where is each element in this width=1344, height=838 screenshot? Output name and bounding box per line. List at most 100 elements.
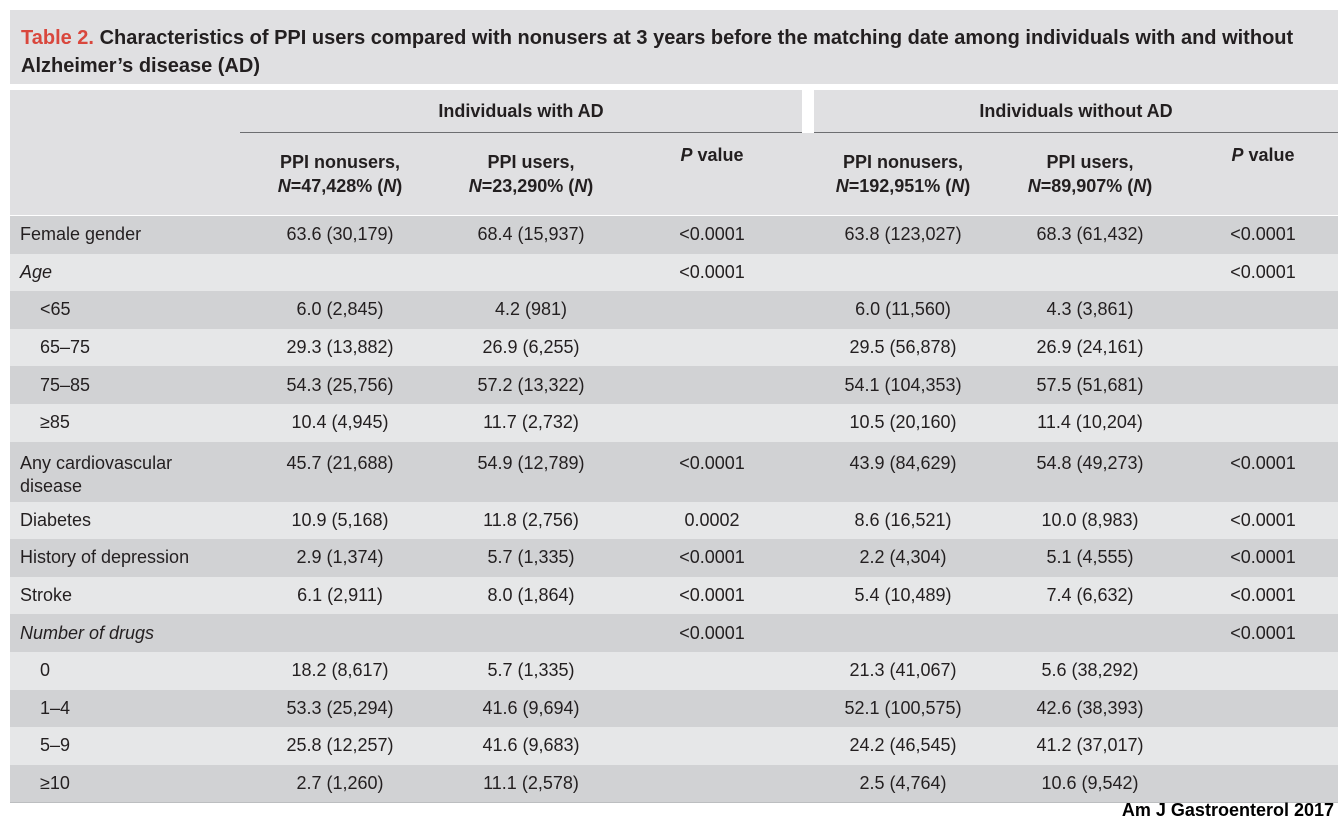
table-cell: 8.0 (1,864) xyxy=(440,576,622,615)
table-cell xyxy=(814,253,993,292)
group-header-with-ad: Individuals with AD xyxy=(240,90,803,133)
table-cell xyxy=(1188,403,1339,442)
header-blank-2 xyxy=(10,132,240,216)
col-header-ad-pvalue: P value xyxy=(622,132,803,216)
table-cell xyxy=(1188,291,1339,329)
table-cell: 10.6 (9,542) xyxy=(992,764,1189,803)
table-cell: 54.1 (104,353) xyxy=(814,366,993,404)
table-cell xyxy=(1188,727,1339,765)
table-row: Age <0.0001 <0.0001 xyxy=(10,253,1339,292)
table-row: ≥10 2.7 (1,260) 11.1 (2,578) 2.5 (4,764)… xyxy=(10,764,1339,803)
table-row: Diabetes 10.9 (5,168) 11.8 (2,756) 0.000… xyxy=(10,501,1339,540)
table-cell xyxy=(440,614,622,652)
caption-text: Characteristics of PPI users compared wi… xyxy=(21,27,1294,77)
table-cell: <0.0001 xyxy=(622,539,803,577)
table-cell: 63.6 (30,179) xyxy=(240,215,440,254)
table-cell: 25.8 (12,257) xyxy=(240,727,440,765)
table-cell: 10.0 (8,983) xyxy=(992,501,1189,540)
table-cell: 43.9 (84,629) xyxy=(814,441,993,502)
table-cell: <0.0001 xyxy=(622,576,803,615)
table-bottom-rule xyxy=(10,802,1338,805)
table-row: History of depression 2.9 (1,374) 5.7 (1… xyxy=(10,539,1339,577)
table-cell: <0.0001 xyxy=(622,614,803,652)
row-label: Female gender xyxy=(10,215,240,254)
table-cell: 5.7 (1,335) xyxy=(440,651,622,690)
table-cell: 11.4 (10,204) xyxy=(992,403,1189,442)
group-header-without-ad: Individuals without AD xyxy=(814,90,1339,133)
table-cell: 26.9 (6,255) xyxy=(440,328,622,367)
table-row: 5–9 25.8 (12,257) 41.6 (9,683) 24.2 (46,… xyxy=(10,727,1339,765)
table-cell: <0.0001 xyxy=(1188,253,1339,292)
table-cell: 11.7 (2,732) xyxy=(440,403,622,442)
table-cell: 11.8 (2,756) xyxy=(440,501,622,540)
row-label: Diabetes xyxy=(10,501,240,540)
table-row: 0 18.2 (8,617) 5.7 (1,335) 21.3 (41,067)… xyxy=(10,651,1339,690)
table-cell: 57.2 (13,322) xyxy=(440,366,622,404)
table-cell xyxy=(1188,764,1339,803)
table-row: Stroke 6.1 (2,911) 8.0 (1,864) <0.0001 5… xyxy=(10,576,1339,615)
table-cell: 2.7 (1,260) xyxy=(240,764,440,803)
table-row: <65 6.0 (2,845) 4.2 (981) 6.0 (11,560) 4… xyxy=(10,291,1339,329)
table-cell xyxy=(1188,651,1339,690)
col-header-noad-users: PPI users, N=89,907% (N) xyxy=(992,132,1189,216)
row-label: 1–4 xyxy=(10,689,240,728)
table-cell: 5.4 (10,489) xyxy=(814,576,993,615)
table-cell xyxy=(622,689,803,728)
table-cell xyxy=(622,764,803,803)
row-label: 65–75 xyxy=(10,328,240,367)
table-cell xyxy=(1188,689,1339,728)
table-cell: <0.0001 xyxy=(622,215,803,254)
table-cell: <0.0001 xyxy=(1188,215,1339,254)
table-cell: 53.3 (25,294) xyxy=(240,689,440,728)
table-cell: 29.3 (13,882) xyxy=(240,328,440,367)
table-cell: 0.0002 xyxy=(622,501,803,540)
table-cell xyxy=(622,403,803,442)
col-header-noad-pvalue: P value xyxy=(1188,132,1339,216)
table-row: Number of drugs <0.0001 <0.0001 xyxy=(10,614,1339,652)
journal-citation: Am J Gastroenterol 2017 xyxy=(1121,800,1334,820)
table-cell: <0.0001 xyxy=(1188,539,1339,577)
table-cell: <0.0001 xyxy=(1188,501,1339,540)
table-cell: 5.6 (38,292) xyxy=(992,651,1189,690)
table-cell xyxy=(1188,328,1339,367)
table-cell: 10.9 (5,168) xyxy=(240,501,440,540)
table-cell: 2.2 (4,304) xyxy=(814,539,993,577)
table-cell: 41.2 (37,017) xyxy=(992,727,1189,765)
row-label: Number of drugs xyxy=(10,614,240,652)
table-caption: Table 2. Characteristics of PPI users co… xyxy=(10,10,1338,84)
table-cell: 2.9 (1,374) xyxy=(240,539,440,577)
table-cell: 8.6 (16,521) xyxy=(814,501,993,540)
table-row: Female gender 63.6 (30,179) 68.4 (15,937… xyxy=(10,215,1339,254)
col-header-ad-nonusers: PPI nonusers, N=47,428% (N) xyxy=(240,132,440,216)
table-cell xyxy=(992,614,1189,652)
table-cell xyxy=(622,328,803,367)
table-row: 65–75 29.3 (13,882) 26.9 (6,255) 29.5 (5… xyxy=(10,328,1339,367)
table-cell: 5.1 (4,555) xyxy=(992,539,1189,577)
row-label: Stroke xyxy=(10,576,240,615)
table-cell: 6.0 (2,845) xyxy=(240,291,440,329)
caption-label: Table 2. xyxy=(21,27,94,49)
row-label: History of depression xyxy=(10,539,240,577)
table-cell: 6.1 (2,911) xyxy=(240,576,440,615)
table-cell: 2.5 (4,764) xyxy=(814,764,993,803)
table-cell: 10.5 (20,160) xyxy=(814,403,993,442)
table-cell: 29.5 (56,878) xyxy=(814,328,993,367)
table-cell: <0.0001 xyxy=(622,253,803,292)
table-cell: <0.0001 xyxy=(1188,576,1339,615)
table-cell: 11.1 (2,578) xyxy=(440,764,622,803)
table-cell: 52.1 (100,575) xyxy=(814,689,993,728)
row-label: <65 xyxy=(10,291,240,329)
table-cell: 54.3 (25,756) xyxy=(240,366,440,404)
table-cell: 5.7 (1,335) xyxy=(440,539,622,577)
table-cell: <0.0001 xyxy=(1188,614,1339,652)
table-row: 75–85 54.3 (25,756) 57.2 (13,322) 54.1 (… xyxy=(10,366,1339,404)
table-cell xyxy=(1188,366,1339,404)
header-blank xyxy=(10,90,240,133)
table-cell: 41.6 (9,683) xyxy=(440,727,622,765)
table-cell xyxy=(240,253,440,292)
table-cell: 68.3 (61,432) xyxy=(992,215,1189,254)
table-row: Any cardiovascular disease 45.7 (21,688) … xyxy=(10,441,1339,502)
row-label: Age xyxy=(10,253,240,292)
table-cell xyxy=(240,614,440,652)
table-cell: 4.2 (981) xyxy=(440,291,622,329)
